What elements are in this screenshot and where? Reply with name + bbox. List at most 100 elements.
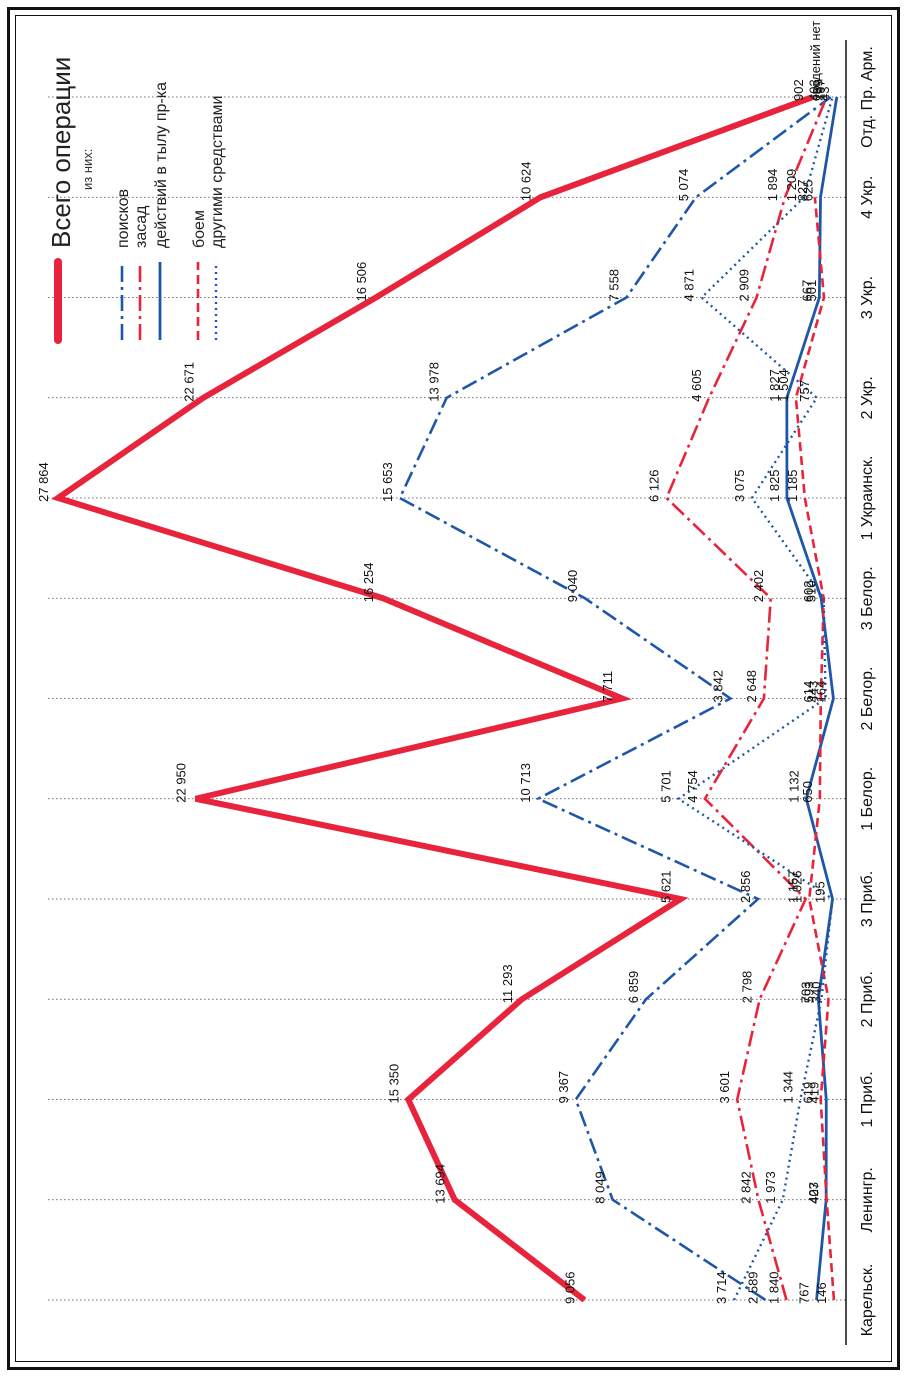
value-label: 1 026	[789, 870, 804, 903]
value-label: 650	[800, 781, 815, 803]
value-labels: 9 056 13 694 15 350 11 293 5 621 22 950 7 711 1…	[36, 21, 832, 1304]
value-label: 1 185	[785, 469, 800, 502]
value-label: 259	[811, 79, 826, 101]
series-line-4	[794, 197, 836, 1301]
value-label: 27 864	[36, 462, 51, 502]
value-label: 197	[812, 79, 827, 101]
value-label: 22 950	[174, 763, 189, 803]
value-label: 11 293	[500, 964, 515, 1003]
category-label: 2 Укр.	[859, 376, 876, 419]
value-label: 1 827	[767, 369, 782, 402]
value-label: 2 798	[740, 971, 755, 1004]
value-label: 2 402	[751, 570, 766, 603]
value-label: 9 040	[565, 570, 580, 603]
value-label: 6 859	[626, 971, 641, 1004]
category-label: Отд. Пр. Арм.	[859, 46, 876, 148]
gridlines	[48, 96, 846, 1301]
value-label: 403	[807, 79, 822, 101]
value-label: 1 894	[765, 169, 780, 202]
value-label: 16 506	[354, 262, 369, 302]
value-label: 13 978	[427, 362, 442, 402]
value-label: 602	[801, 581, 816, 603]
value-label: 5 701	[658, 770, 673, 803]
value-label: 4 605	[689, 369, 704, 402]
value-label: 5 074	[676, 169, 691, 202]
value-label: 15 350	[386, 1064, 401, 1104]
value-label: 2 856	[738, 870, 753, 903]
value-label: 767	[797, 1282, 812, 1304]
value-label: 2 648	[744, 670, 759, 703]
legend-label: другими средствами	[209, 96, 226, 248]
value-label: 9 056	[562, 1271, 577, 1304]
value-label: 164	[813, 681, 828, 703]
series-lines	[51, 94, 839, 1303]
value-label: 501	[804, 280, 819, 302]
value-label: 1 504	[776, 369, 791, 402]
value-label: 3 075	[732, 469, 747, 502]
value-label: 15 653	[380, 462, 395, 502]
value-label: 1 209	[784, 169, 799, 202]
value-label: 13 694	[433, 1164, 448, 1204]
category-axis: Карельск. Ленингр. 1 Приб. 2 Приб. 3 Приб. 1 …	[845, 40, 876, 1345]
value-label: 5 621	[659, 870, 674, 903]
category-label: 2 Приб.	[859, 971, 876, 1027]
category-label: Карельск.	[859, 1264, 876, 1337]
value-label: 7 558	[606, 269, 621, 302]
value-label: 1 825	[767, 469, 782, 502]
legend-label: боем	[191, 210, 208, 248]
value-label: 593	[801, 982, 816, 1004]
value-label: 625	[801, 180, 816, 202]
value-label: 146	[814, 1282, 829, 1304]
value-label: 3 601	[717, 1071, 732, 1104]
value-label: 703	[798, 982, 813, 1004]
value-label: 16 254	[361, 562, 376, 602]
value-label: 757	[797, 380, 812, 402]
value-label: 9 367	[556, 1071, 571, 1104]
category-label: 4 Укр.	[859, 176, 876, 219]
value-label: 1 157	[786, 870, 801, 903]
value-label: 667	[799, 280, 814, 302]
value-label: 10 624	[519, 161, 534, 201]
category-label: Ленингр.	[859, 1167, 876, 1232]
value-label: 195	[813, 881, 828, 903]
legend-label: поисков	[115, 189, 132, 248]
value-label: 340	[808, 982, 823, 1004]
legend: Всего операции из них: поисков засад действи…	[46, 57, 226, 344]
value-label: 423	[806, 1182, 821, 1204]
value-label: 6 126	[647, 469, 662, 502]
category-label: 3 Приб.	[859, 871, 876, 927]
category-label: 1 Украинск.	[859, 456, 876, 541]
inner-frame	[15, 15, 892, 1362]
legend-label: засад	[133, 205, 150, 248]
value-label: 8 049	[593, 1171, 608, 1204]
value-label: 443	[806, 681, 821, 703]
value-label: 4 754	[685, 770, 700, 803]
value-label: 22 671	[181, 362, 196, 402]
value-label: сведений нет	[808, 21, 823, 101]
legend-title: Всего операции	[46, 57, 76, 248]
outer-frame	[7, 7, 900, 1370]
value-label: 7 711	[600, 671, 615, 703]
series-line-0	[51, 94, 814, 1303]
value-label: 43	[817, 87, 832, 101]
value-label: 419	[806, 1082, 821, 1104]
value-label: 10 713	[518, 763, 533, 803]
category-label: 1 Белор.	[859, 767, 876, 831]
value-label: 902	[791, 79, 806, 101]
category-label: 1 Приб.	[859, 1071, 876, 1127]
category-label: 3 Белор.	[859, 566, 876, 630]
value-label: 1 344	[780, 1071, 795, 1104]
value-label: 1 840	[766, 1271, 781, 1304]
value-label: 3 842	[710, 670, 725, 703]
value-label: 3 714	[714, 1271, 729, 1304]
value-label: 1 973	[763, 1171, 778, 1204]
legend-label: действий в тылу пр-ка	[153, 82, 170, 248]
category-label: 3 Укр.	[859, 276, 876, 319]
value-label: 827	[795, 180, 810, 202]
value-label: 2 589	[746, 1271, 761, 1304]
legend-subtitle: из них:	[80, 149, 95, 190]
category-label: 2 Белор.	[859, 667, 876, 731]
value-label: 2 909	[737, 269, 752, 302]
value-label: 2 842	[738, 1171, 753, 1204]
